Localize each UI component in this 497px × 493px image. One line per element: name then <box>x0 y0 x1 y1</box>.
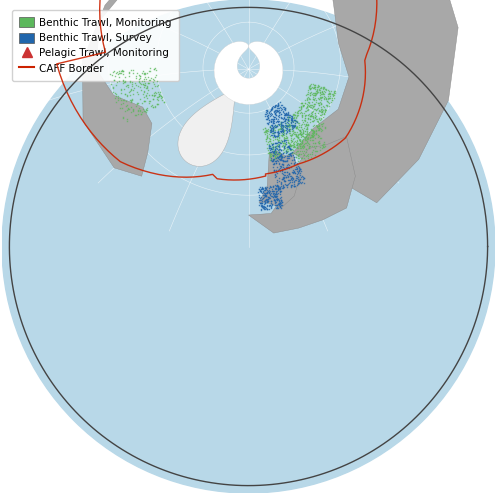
Polygon shape <box>248 0 458 203</box>
Circle shape <box>9 7 488 486</box>
Polygon shape <box>259 151 300 208</box>
Polygon shape <box>248 137 355 233</box>
Polygon shape <box>214 41 283 105</box>
Legend: Benthic Trawl, Monitoring, Benthic Trawl, Survey, Pelagic Trawl, Monitoring, CAF: Benthic Trawl, Monitoring, Benthic Trawl… <box>12 10 179 81</box>
Polygon shape <box>178 91 235 166</box>
Polygon shape <box>83 0 152 176</box>
